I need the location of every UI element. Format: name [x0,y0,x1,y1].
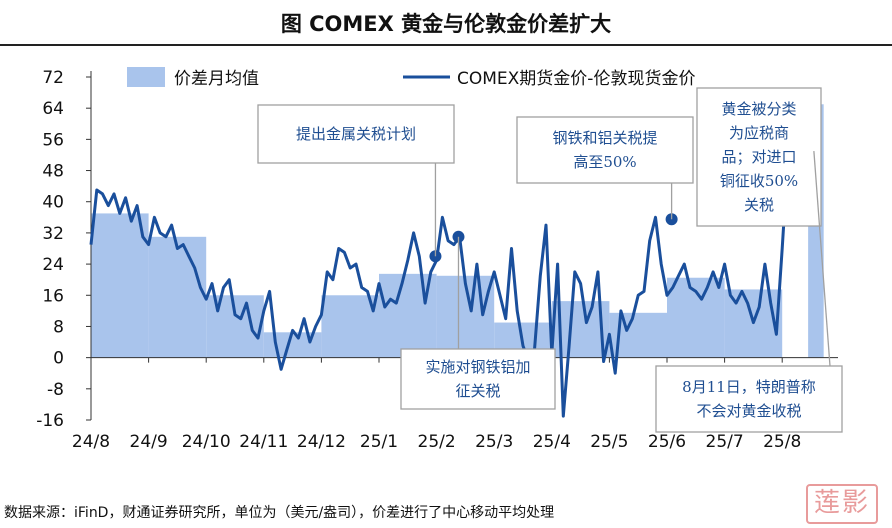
annotation-text-line: 为应税商 [729,124,789,142]
x-tick-label: 25/1 [360,432,398,452]
y-tick-label: 0 [53,349,64,369]
annotation-text-line: 实施对钢铁铝加 [425,358,530,376]
y-tick-label: 56 [42,130,64,150]
y-tick-label: -8 [47,380,64,400]
x-tick-label: 25/4 [533,432,571,452]
watermark-seal: 莲影 [806,484,878,524]
annotation-text-line: 8月11日，特朗普称 [682,378,816,396]
y-tick-label: 64 [42,99,64,119]
y-tick-label: 40 [42,193,64,213]
bar-24/9 [148,236,207,358]
annotation-box [400,348,556,410]
annotation-text-line: 提出金属关税计划 [296,125,416,143]
title-rule [0,44,892,46]
source-note: 数据来源：iFinD，财通证券研究所，单位为（美元/盎司），价差进行了中心移动平… [4,505,555,521]
bar-24/8 [91,213,149,358]
x-tick-label: 25/6 [648,432,686,452]
annotation-text-line: 铜征收50% [720,172,798,190]
x-tick-label: 25/3 [475,432,513,452]
y-tick-label: 16 [42,286,64,306]
y-tick-label: 8 [53,317,64,337]
annotation-text-line: 品；对进口 [721,148,796,166]
chart-title: 图 COMEX 黄金与伦敦金价差扩大 [280,12,612,36]
x-tick-label: 25/2 [418,432,456,452]
annotation-text-line: 高至50% [573,153,636,171]
annotation-text-line: 征关税 [455,382,500,400]
x-tick-label: 24/9 [130,432,168,452]
annotation-box [696,87,822,227]
x-tick-label: 24/12 [297,432,346,452]
annotation-text-line: 关税 [744,196,774,214]
annotation-box [257,104,455,164]
annotation-text-line: 黄金被分类 [721,100,796,118]
x-tick-label: 24/10 [182,432,231,452]
x-tick-label: 25/5 [590,432,628,452]
spread-line [89,96,801,418]
y-tick-label: 24 [42,255,64,275]
annotations: 提出金属关税计划实施对钢铁铝加征关税钢铁和铝关税提高至50%黄金被分类为应税商品… [257,87,843,433]
annotation-text-line: 钢铁和铝关税提 [552,129,657,147]
annotation-1: 提出金属关税计划 [257,104,455,257]
legend-label-bar: 价差月均值 [174,69,259,89]
x-tick-label: 24/8 [72,432,110,452]
legend-swatch-bar [127,67,165,87]
x-tick-label: 24/11 [239,432,288,452]
axes: 72 64 56 48 40 32 24 16 8 0 -8 -16 24/8 24/9 24/10 24/1… [36,68,838,452]
y-tick-label: 48 [42,162,64,182]
annotation-pointer [813,151,831,367]
annotation-text-line: 不会对黄金收税 [696,402,801,420]
legend-label-line: COMEX期货金价-伦敦现货金价 [457,69,695,89]
bar-24/10 [206,295,264,358]
y-tick-label: 32 [42,224,64,244]
bar-24/12 [321,295,379,358]
y-tick-label: 72 [42,68,64,88]
x-tick-label: 25/7 [706,432,744,452]
y-tick-label: -16 [36,411,64,431]
chart-canvas: 72 64 56 48 40 32 24 16 8 0 -8 -16 24/8 24/9 24/10 24/1… [36,67,843,452]
annotation-box [655,365,843,433]
legend: 价差月均值 COMEX期货金价-伦敦现货金价 [127,67,695,89]
annotation-box [516,116,694,184]
x-tick-label: 25/8 [763,432,801,452]
